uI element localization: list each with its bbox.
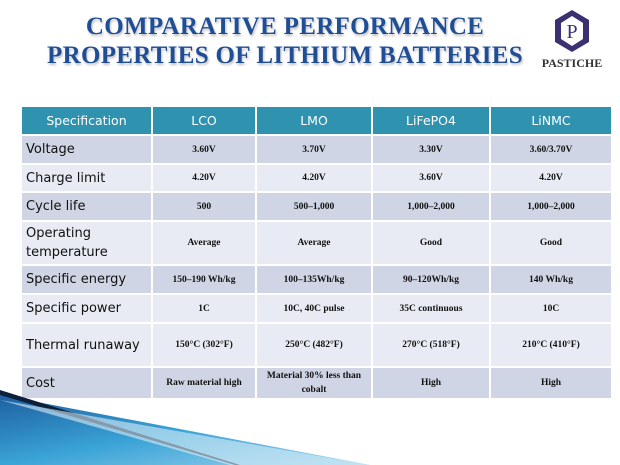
- table-cell: 1C: [152, 294, 257, 324]
- spec-label: Charge limit: [22, 164, 153, 193]
- spec-label: Cycle life: [22, 192, 153, 222]
- spec-label: Voltage: [22, 135, 153, 165]
- table-cell: 150–190 Wh/kg: [152, 265, 257, 295]
- slide-title: COMPARATIVE PERFORMANCE PROPERTIES OF LI…: [40, 12, 530, 70]
- table-header-row: Specification LCO LMO LiFePO4 LiNMC: [22, 107, 613, 136]
- table-cell: 500: [152, 192, 257, 222]
- table-cell: 500–1,000: [256, 192, 373, 222]
- table-row: Specific energy 150–190 Wh/kg 100–135Wh/kg…: [22, 265, 613, 295]
- table-cell: 1,000–2,000: [372, 192, 491, 222]
- table-cell: Good: [490, 221, 613, 266]
- header-lmo: LMO: [256, 107, 373, 136]
- table-row: Charge limit 4.20V 4.20V 3.60V 4.20V: [22, 164, 613, 193]
- table-cell: 270°C (518°F): [372, 323, 491, 368]
- table-cell: Raw material high: [152, 367, 257, 400]
- table-cell: 3.60/3.70V: [490, 135, 613, 165]
- hexagon-logo-icon: P: [555, 10, 589, 52]
- table-cell: High: [372, 367, 491, 400]
- table-cell: 3.70V: [256, 135, 373, 165]
- header-lco: LCO: [152, 107, 257, 136]
- table-cell: 4.20V: [152, 164, 257, 193]
- table-cell: Average: [152, 221, 257, 266]
- table-cell: 3.60V: [152, 135, 257, 165]
- table-cell: 140 Wh/kg: [490, 265, 613, 295]
- table-row: Voltage 3.60V 3.70V 3.30V 3.60/3.70V: [22, 135, 613, 165]
- table-cell: 10C: [490, 294, 613, 324]
- table-cell: High: [490, 367, 613, 400]
- header-specification: Specification: [22, 107, 153, 136]
- table-row: Cost Raw material high Material 30% less t…: [22, 367, 613, 400]
- table-row: Operating temperature Average Average Good G…: [22, 221, 613, 266]
- table-cell: 3.30V: [372, 135, 491, 165]
- table-cell: 35C continuous: [372, 294, 491, 324]
- table-cell: 210°C (410°F): [490, 323, 613, 368]
- comparison-table: Specification LCO LMO LiFePO4 LiNMC Volt…: [22, 107, 613, 400]
- svg-text:P: P: [566, 21, 577, 43]
- table-cell: 4.20V: [490, 164, 613, 193]
- spec-label: Thermal runaway: [22, 323, 153, 368]
- logo-name: PASTICHE: [541, 56, 603, 70]
- table-cell: 150°C (302°F): [152, 323, 257, 368]
- title-line-1: COMPARATIVE PERFORMANCE: [85, 13, 485, 40]
- table-cell: Average: [256, 221, 373, 266]
- title-line-2: PROPERTIES OF LITHIUM BATTERIES: [47, 42, 523, 69]
- pastiche-logo: P PASTICHE: [537, 8, 607, 71]
- table-cell: 90–120Wh/kg: [372, 265, 491, 295]
- table-cell: 250°C (482°F): [256, 323, 373, 368]
- header-lifepo4: LiFePO4: [372, 107, 491, 136]
- spec-label: Operating temperature: [22, 221, 153, 266]
- spec-label: Specific power: [22, 294, 153, 324]
- table-cell: 100–135Wh/kg: [256, 265, 373, 295]
- table-cell: 1,000–2,000: [490, 192, 613, 222]
- decorative-swoosh: [0, 390, 370, 465]
- spec-label: Cost: [22, 367, 153, 400]
- table-cell: Material 30% less than cobalt: [256, 367, 373, 400]
- spec-label: Specific energy: [22, 265, 153, 295]
- table-row: Thermal runaway 150°C (302°F) 250°C (482°F…: [22, 323, 613, 368]
- table-cell: Good: [372, 221, 491, 266]
- table-cell: 4.20V: [256, 164, 373, 193]
- table-row: Cycle life 500 500–1,000 1,000–2,000 1,000–2…: [22, 192, 613, 222]
- table-cell: 10C, 40C pulse: [256, 294, 373, 324]
- table-row: Specific power 1C 10C, 40C pulse 35C contin…: [22, 294, 613, 324]
- header-linmc: LiNMC: [490, 107, 613, 136]
- table-cell: 3.60V: [372, 164, 491, 193]
